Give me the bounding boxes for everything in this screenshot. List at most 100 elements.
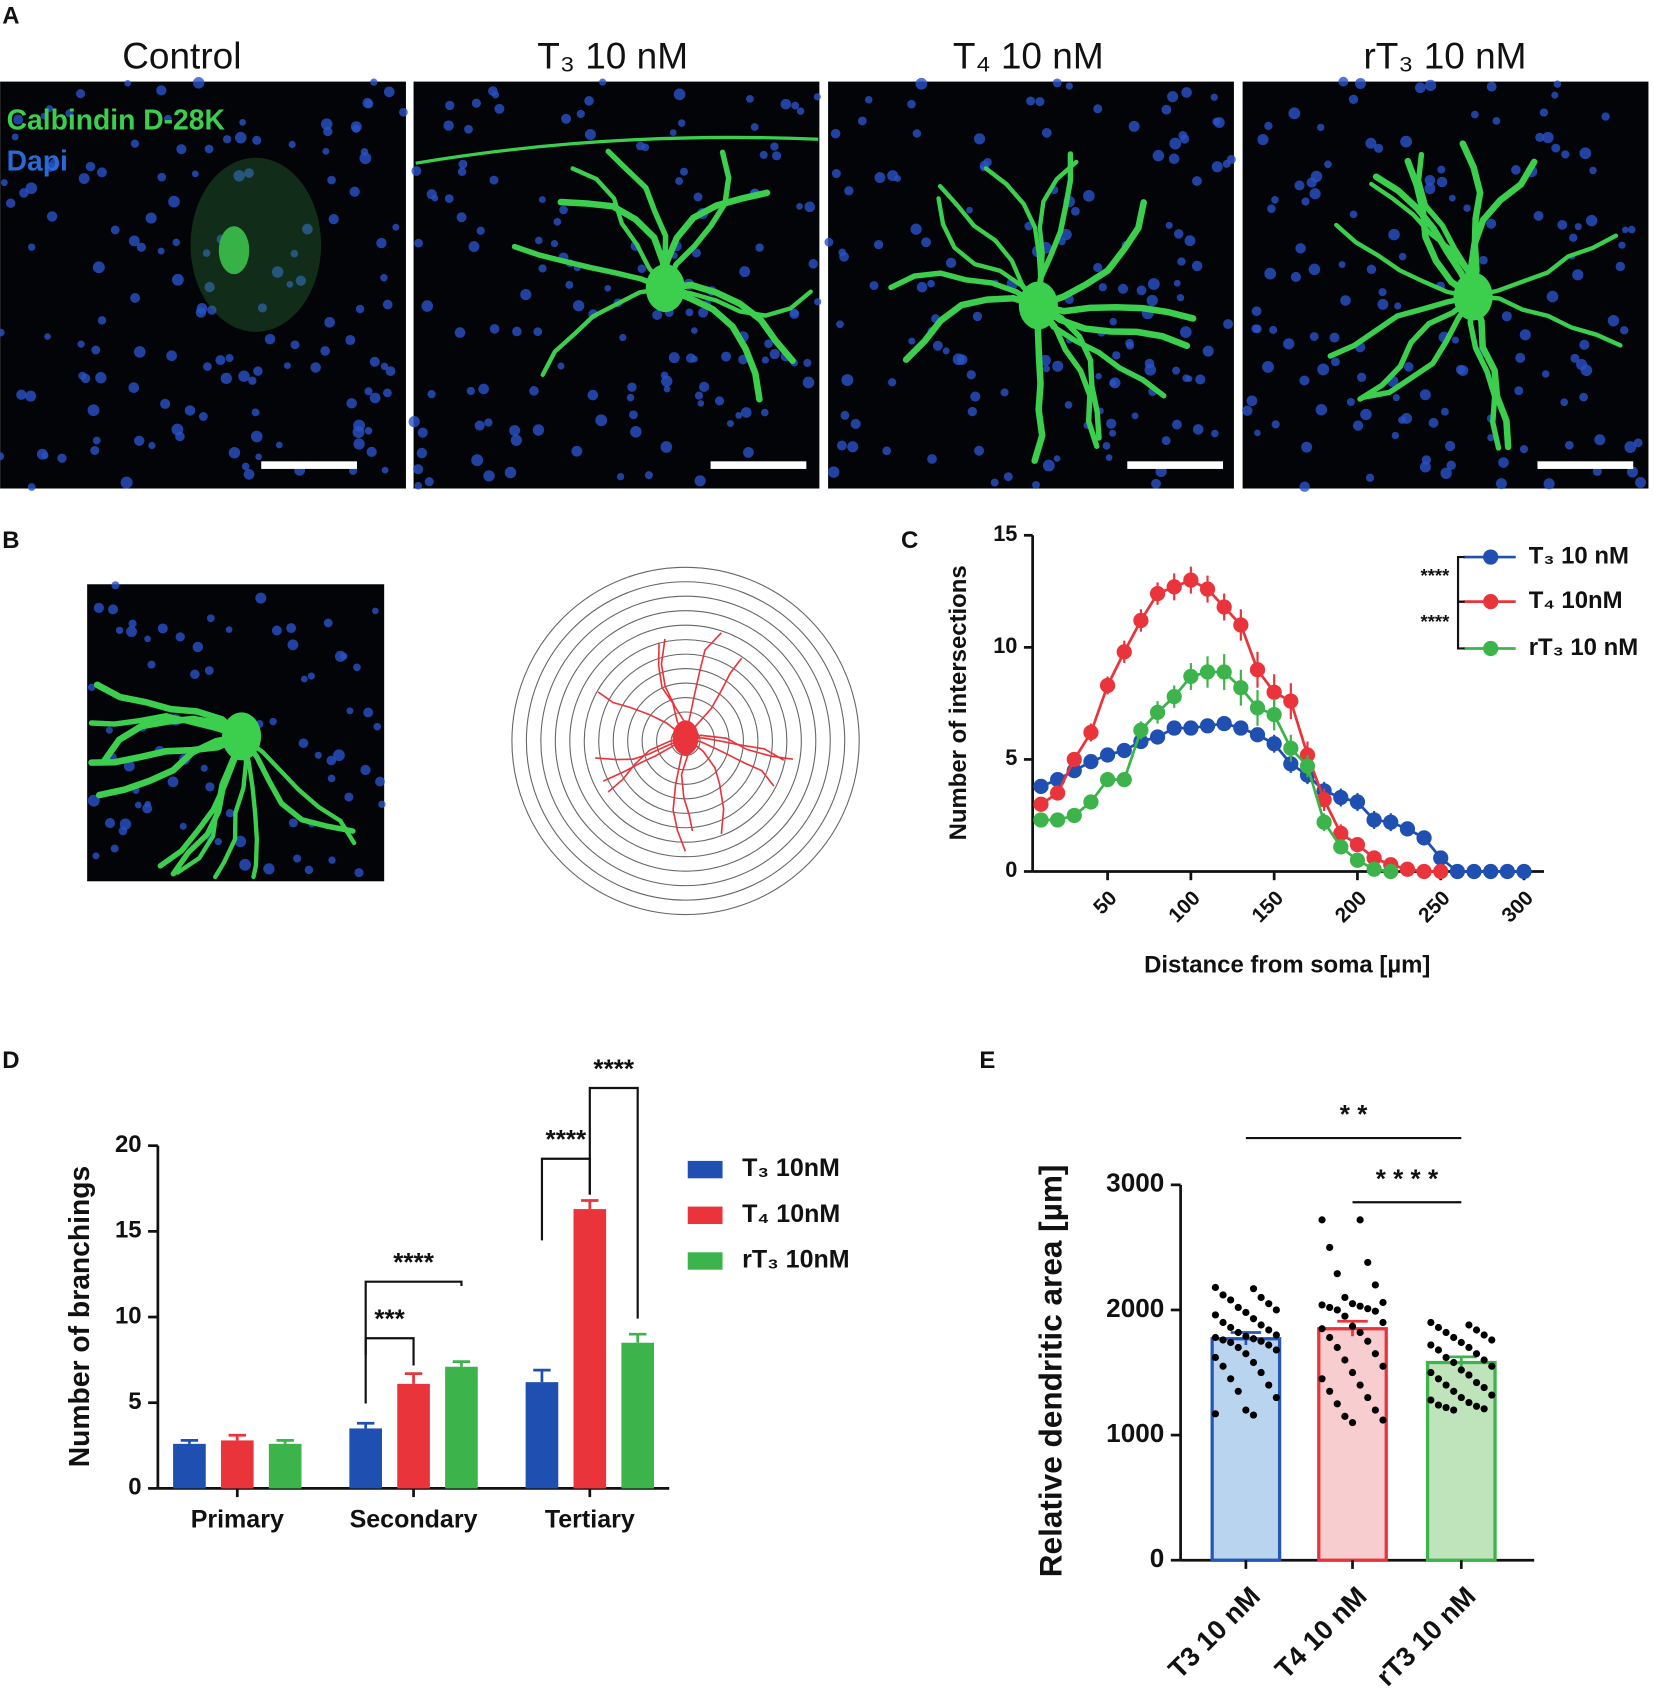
nucleus <box>966 370 976 380</box>
nucleus <box>841 374 854 387</box>
nucleus <box>1299 375 1310 386</box>
nucleus <box>413 464 424 475</box>
nucleus <box>1338 76 1349 87</box>
nucleus <box>780 98 792 110</box>
significance-bracket <box>364 1280 463 1355</box>
nucleus <box>126 626 137 638</box>
nucleus <box>378 800 386 809</box>
panel-title: rT₃ 10 nM <box>1363 36 1526 77</box>
nucleus <box>128 619 137 628</box>
dendrite <box>239 734 260 880</box>
sholl-ring <box>641 696 730 785</box>
nucleus <box>1211 429 1219 438</box>
nucleus <box>307 672 315 680</box>
nucleus <box>320 118 333 130</box>
nucleus <box>1093 262 1103 273</box>
data-point <box>1211 1311 1220 1319</box>
nucleus <box>927 279 935 288</box>
data-point <box>1427 1341 1435 1349</box>
nucleus <box>290 340 300 350</box>
nucleus <box>110 844 119 853</box>
nucleus <box>252 135 262 145</box>
nucleus <box>238 370 250 382</box>
sholl-ring <box>569 624 802 858</box>
nucleus <box>202 249 211 257</box>
nucleus <box>207 305 217 315</box>
data-point <box>1427 1318 1435 1327</box>
sholl-ring <box>627 682 744 800</box>
nucleus <box>164 114 172 123</box>
nucleus <box>831 169 841 179</box>
nucleus <box>915 77 928 90</box>
nucleus <box>1356 372 1367 382</box>
nucleus <box>952 353 965 366</box>
nucleus <box>302 223 313 235</box>
nucleus <box>627 382 637 392</box>
nucleus <box>222 135 232 144</box>
nucleus <box>1437 165 1446 174</box>
data-point <box>1318 1301 1326 1309</box>
nucleus <box>1618 241 1626 249</box>
nucleus <box>619 333 627 342</box>
scale-bar <box>710 461 807 469</box>
data-point <box>1116 644 1132 660</box>
nucleus <box>1093 104 1103 114</box>
nucleus <box>746 95 754 103</box>
panel-title: T₄ 10 nM <box>953 36 1104 77</box>
data-point <box>1249 662 1266 678</box>
nucleus <box>87 683 96 692</box>
data-point <box>1233 680 1249 696</box>
nucleus <box>1003 472 1013 482</box>
nucleus <box>1195 374 1206 385</box>
y-tick-label: 5 <box>128 1388 141 1415</box>
data-point <box>1516 863 1532 880</box>
nucleus <box>1486 218 1497 229</box>
nucleus <box>1557 219 1568 230</box>
data-point <box>1488 1362 1496 1370</box>
data-point <box>1211 1283 1220 1292</box>
nucleus <box>1295 243 1306 254</box>
y-tick-label: 20 <box>115 1131 142 1158</box>
nucleus <box>599 78 607 86</box>
nucleus <box>1564 440 1574 450</box>
data-point <box>1211 1333 1220 1342</box>
nucleus <box>571 445 583 457</box>
nucleus <box>910 223 922 235</box>
nucleus <box>512 326 522 337</box>
data-point <box>1219 1362 1227 1370</box>
bar <box>397 1383 430 1489</box>
nucleus <box>1424 174 1436 186</box>
nucleus <box>693 192 703 202</box>
bar <box>573 1209 607 1489</box>
nucleus <box>882 446 892 456</box>
data-point <box>1216 599 1232 615</box>
nucleus <box>1254 429 1261 437</box>
nucleus <box>990 478 999 487</box>
nucleus <box>408 416 420 428</box>
data-point <box>1341 1312 1349 1320</box>
nucleus <box>271 266 284 278</box>
nucleus <box>1569 233 1578 242</box>
nucleus <box>175 632 185 642</box>
nucleus <box>369 392 381 404</box>
data-point <box>1033 812 1049 828</box>
data-point <box>1349 836 1366 853</box>
nucleus <box>458 159 468 169</box>
nucleus <box>1570 353 1580 363</box>
nucleus <box>739 266 751 278</box>
data-point <box>1066 751 1082 768</box>
nucleus <box>1152 149 1165 162</box>
nucleus <box>1257 133 1269 146</box>
data-point <box>1434 1323 1443 1332</box>
nucleus <box>740 407 752 418</box>
nucleus <box>520 289 532 301</box>
data-point <box>1283 756 1299 772</box>
nucleus <box>360 764 371 776</box>
nucleus <box>839 251 849 262</box>
nucleus <box>864 95 873 104</box>
panel-label: A <box>2 3 19 30</box>
panel-label: D <box>2 1047 19 1074</box>
nucleus <box>1388 228 1400 241</box>
x-tick-label: rT3 10 nM <box>1370 1580 1482 1692</box>
nucleus <box>204 281 215 293</box>
